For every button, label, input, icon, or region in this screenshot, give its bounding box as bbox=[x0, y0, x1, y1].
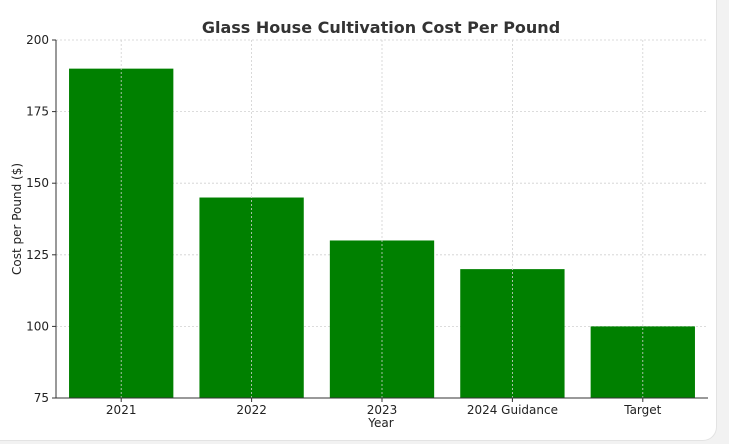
x-tick-label: Target bbox=[623, 403, 661, 417]
x-tick-label: 2024 Guidance bbox=[467, 403, 558, 417]
x-tick-labels: 2021 2022 2023 2024 Guidance Target bbox=[106, 403, 662, 417]
bar bbox=[590, 326, 695, 398]
bar bbox=[329, 240, 435, 398]
y-tick-label: 150 bbox=[26, 176, 49, 190]
x-axis-label: Year bbox=[367, 416, 393, 430]
x-tick-label: 2021 bbox=[106, 403, 137, 417]
y-axis-label: Cost per Pound ($) bbox=[10, 163, 24, 275]
x-tick-label: 2023 bbox=[367, 403, 398, 417]
x-tick-label: 2022 bbox=[236, 403, 267, 417]
chart-title: Glass House Cultivation Cost Per Pound bbox=[202, 18, 560, 37]
bars bbox=[69, 40, 695, 398]
axes bbox=[52, 39, 708, 402]
y-tick-label: 100 bbox=[26, 319, 49, 333]
y-tick-labels: 75 100 125 150 175 200 bbox=[26, 33, 49, 405]
y-tick-label: 200 bbox=[26, 33, 49, 47]
y-tick-label: 125 bbox=[26, 248, 49, 262]
y-tick-label: 175 bbox=[26, 105, 49, 119]
chart-card: 75 100 125 150 175 200 2021 2022 2023 2024 Guida… bbox=[0, 0, 717, 441]
y-tick-label: 75 bbox=[34, 391, 49, 405]
